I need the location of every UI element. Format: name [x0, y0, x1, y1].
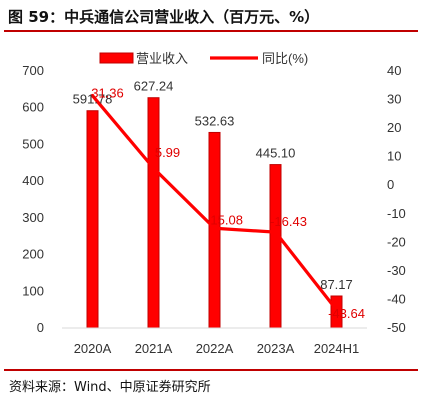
figure-title: 图 59：中兵通信公司营业收入（百万元、%） — [8, 8, 320, 26]
yoy-data-label: -43.64 — [328, 306, 365, 321]
revenue-bar — [147, 97, 160, 329]
x-tick-label: 2023A — [257, 341, 295, 356]
y-left-tick-label: 0 — [37, 320, 44, 335]
y-left-tick-label: 100 — [22, 283, 44, 298]
x-tick-label: 2020A — [74, 341, 112, 356]
yoy-point — [273, 230, 278, 234]
yoy-data-label: 5.99 — [155, 145, 180, 160]
x-axis: 2020A 2021A 2022A 2023A 2024H1 — [62, 327, 367, 356]
yoy-data-label: -16.43 — [270, 214, 307, 229]
y-right-tick-label: 0 — [387, 177, 394, 192]
legend: 营业收入 同比(%) — [99, 51, 308, 66]
yoy-point — [151, 166, 156, 170]
y-right-tick-label: -50 — [387, 320, 406, 335]
x-tick-label: 2024H1 — [314, 341, 360, 356]
yoy-point — [334, 308, 339, 312]
revenue-data-label: 532.63 — [195, 113, 235, 128]
yoy-data-label: 31.36 — [91, 86, 124, 101]
y-right-tick-label: -10 — [387, 206, 406, 221]
yoy-point — [90, 93, 95, 98]
y-left-tick-label: 600 — [22, 100, 44, 115]
y-right-tick-label: 10 — [387, 149, 401, 164]
revenue-data-label: 627.24 — [134, 79, 174, 94]
yoy-line — [90, 93, 339, 312]
y-left-tick-label: 400 — [22, 173, 44, 188]
y-right-tick-label: 40 — [387, 63, 401, 78]
left-axis: 0 100 200 300 400 500 600 700 — [22, 63, 44, 335]
x-tick-label: 2021A — [135, 341, 173, 356]
title-underline — [4, 30, 418, 32]
x-tick-label: 2022A — [196, 341, 234, 356]
revenue-bar — [86, 110, 99, 329]
data-labels: 591.78 627.24 532.63 445.10 87.17 31.36 5.99 -1… — [73, 79, 365, 321]
y-right-tick-label: -20 — [387, 234, 406, 249]
y-left-tick-label: 700 — [22, 63, 44, 78]
revenue-bar — [269, 164, 282, 329]
yoy-data-label: -15.08 — [206, 212, 243, 227]
y-right-tick-label: 30 — [387, 92, 401, 107]
y-right-tick-label: -40 — [387, 291, 406, 306]
right-axis: 40 30 20 10 0 -10 -20 -30 -40 -50 — [387, 63, 406, 335]
revenue-data-label: 445.10 — [256, 146, 296, 161]
y-left-tick-label: 200 — [22, 247, 44, 262]
source-note: 资料来源：Wind、中原证券研究所 — [9, 380, 211, 395]
revenue-data-label: 591.78 — [73, 92, 113, 107]
yoy-point — [212, 226, 217, 231]
revenue-bar — [208, 131, 221, 329]
legend-bar-label: 营业收入 — [136, 51, 188, 66]
y-right-tick-label: 20 — [387, 120, 401, 135]
y-left-tick-label: 500 — [22, 136, 44, 151]
legend-line-label: 同比(%) — [262, 51, 308, 66]
y-left-tick-label: 300 — [22, 210, 44, 225]
legend-bar-swatch — [99, 52, 134, 64]
source-divider — [4, 369, 418, 371]
y-right-tick-label: -30 — [387, 263, 406, 278]
revenue-data-label: 87.17 — [320, 277, 353, 292]
